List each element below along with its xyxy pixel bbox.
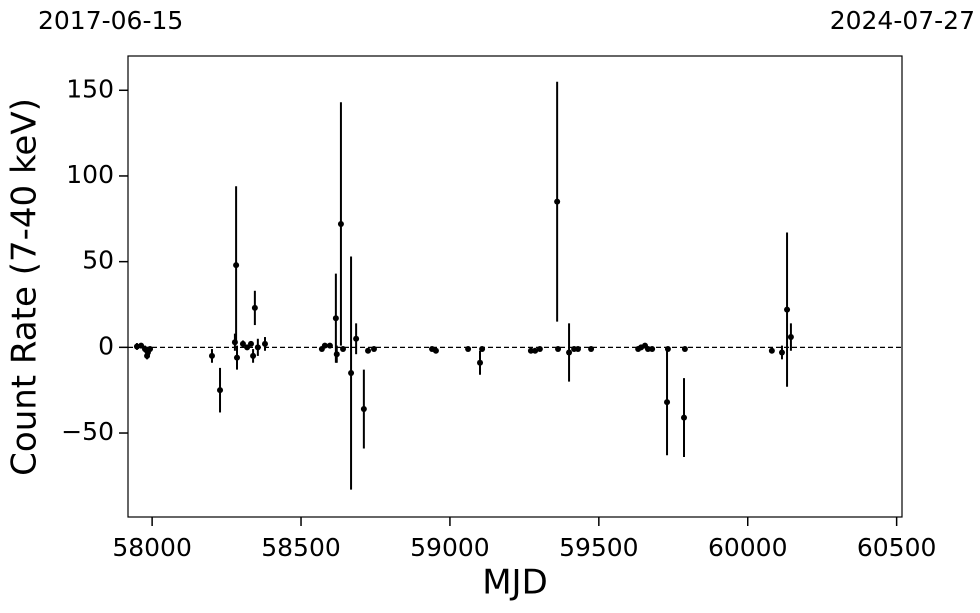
x-tick-label: 60500 <box>857 533 937 562</box>
data-point <box>664 346 671 353</box>
data-point <box>340 346 347 353</box>
data-point <box>784 306 791 313</box>
data-point <box>536 346 543 353</box>
data-point <box>532 347 539 354</box>
data-point <box>233 354 240 361</box>
y-axis-label: Count Rate (7-40 keV) <box>5 98 45 476</box>
data-point <box>370 346 377 353</box>
data-point <box>566 349 573 356</box>
x-tick-label: 59000 <box>410 533 490 562</box>
data-point <box>555 346 562 353</box>
data-point <box>337 220 344 227</box>
data-point <box>233 262 240 269</box>
data-point <box>254 344 261 351</box>
data-point <box>432 347 439 354</box>
y-tick-label: 0 <box>98 331 114 360</box>
data-point <box>326 342 333 349</box>
data-point <box>365 347 372 354</box>
data-point <box>479 346 486 353</box>
data-point <box>321 342 328 349</box>
x-tick-label: 58000 <box>112 533 192 562</box>
y-tick-label: 150 <box>66 74 114 103</box>
data-point <box>644 346 651 353</box>
plot-frame <box>127 55 903 518</box>
data-point <box>348 370 355 377</box>
data-point <box>217 387 224 394</box>
data-point <box>588 346 595 353</box>
top-left-label: 2017-06-15 <box>38 6 183 35</box>
data-point <box>360 406 367 413</box>
y-tick-label: 100 <box>66 160 114 189</box>
data-point <box>247 340 254 347</box>
x-tick-label: 60000 <box>708 533 788 562</box>
y-tick-label: −50 <box>61 417 114 446</box>
data-point <box>649 346 656 353</box>
data-point <box>332 315 339 322</box>
data-point <box>465 346 472 353</box>
data-point <box>681 346 688 353</box>
data-point <box>664 399 671 406</box>
data-point <box>333 351 340 358</box>
top-right-label: 2024-07-27 <box>830 6 975 35</box>
x-tick-label: 59500 <box>559 533 639 562</box>
data-point <box>138 342 145 349</box>
data-point <box>554 198 561 205</box>
x-axis-label: MJD <box>482 563 548 603</box>
data-point <box>244 344 251 351</box>
y-tick-label: 50 <box>82 246 114 275</box>
data-point <box>574 346 581 353</box>
data-point <box>261 340 268 347</box>
data-point <box>208 352 215 359</box>
data-point <box>251 304 258 311</box>
data-point <box>768 347 775 354</box>
data-point <box>250 352 257 359</box>
data-point <box>787 334 794 341</box>
data-point <box>527 347 534 354</box>
data-point <box>681 414 688 421</box>
data-point <box>239 340 246 347</box>
data-point <box>353 335 360 342</box>
data-point <box>147 346 154 353</box>
data-point <box>477 359 484 366</box>
x-tick-label: 58500 <box>261 533 341 562</box>
data-point <box>778 349 785 356</box>
